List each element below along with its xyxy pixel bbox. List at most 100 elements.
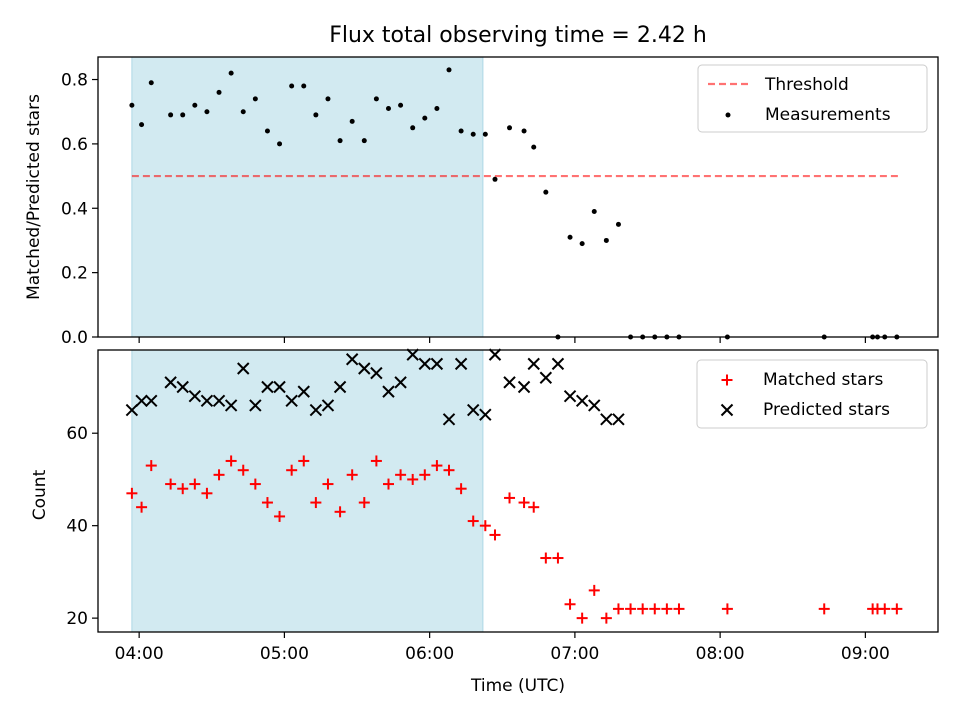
measurement-point [492,176,498,182]
matched-point [637,603,649,615]
matched-point [649,603,661,615]
matched-point [576,612,588,624]
matched-point [358,497,370,509]
matched-point [201,487,213,499]
predicted-point [285,394,298,408]
matched-point [504,492,516,504]
matched-point [346,469,358,481]
predicted-point [612,413,625,426]
measurement-point [615,221,621,227]
measurement-point [361,138,367,144]
matched-point [625,603,637,615]
measurement-point [228,70,234,76]
measurement-point [349,118,355,124]
predicted-point [249,399,262,412]
matched-point [431,460,443,472]
matched-point [213,469,225,481]
measurement-point [507,125,513,131]
measurement-point [543,189,549,195]
predicted-point [454,357,468,371]
measurement-point [373,96,379,102]
matched-point [612,603,624,615]
legend-matched-label: Matched stars [763,370,883,390]
predicted-point-b [261,380,274,394]
measurement-point [521,128,527,134]
x-tick-label: 04:00 [115,644,164,664]
matched-point [298,455,310,467]
measurement-point [204,109,210,115]
matched-point [249,478,261,490]
predicted-point [370,366,383,380]
legend-matched-swatch [721,374,733,386]
matched-point [225,455,237,467]
y-tick-label: 60 [66,424,88,444]
predicted-point-b [345,353,359,366]
predicted-point [297,385,310,398]
predicted-point [588,399,601,412]
x-tick-label: 08:00 [696,644,745,664]
matched-point [334,506,346,518]
matched-point [322,478,334,490]
predicted-point [467,403,480,417]
predicted-point [503,376,516,389]
matched-point [879,603,891,615]
x-tick-label: 05:00 [260,644,309,664]
predicted-point [382,385,395,398]
predicted-point [345,353,359,366]
measurement-point [277,141,283,147]
measurement-point [148,80,154,86]
measurement-point [180,112,186,118]
predicted-point-b [297,385,310,398]
x-axis-label: Time (UTC) [470,676,565,696]
matched-point [467,515,479,527]
measurement-point [422,115,428,121]
matched-point [370,455,382,467]
matched-point [274,510,286,522]
predicted-point [394,376,407,389]
measurement-point [325,96,331,102]
predicted-point [488,348,502,361]
predicted-point-b [563,390,577,403]
predicted-point [563,390,577,403]
legend-predicted-swatch [720,403,734,417]
top-axes-frame [97,56,939,338]
predicted-point-b [188,390,202,403]
measurement-point [337,138,343,144]
y-tick-label: 0.8 [61,71,88,91]
predicted-point [551,357,565,371]
predicted-point-b [285,394,298,408]
matched-point [564,598,576,610]
predicted-point-b [212,394,226,408]
predicted-point [575,394,589,408]
predicted-point-b [551,357,565,371]
measurement-point [240,109,246,115]
measurement-point [446,67,452,73]
predicted-point [479,408,492,421]
predicted-point-b [358,362,371,375]
matched-point [479,520,491,532]
matched-point [395,469,407,481]
measurement-point [289,83,295,89]
predicted-point [600,413,613,426]
matched-point [382,478,394,490]
measurement-point [252,96,258,102]
predicted-point-b [333,380,347,394]
matched-point [126,487,138,499]
matched-point [489,529,501,541]
predicted-point [527,357,540,371]
predicted-point-b [612,413,625,426]
predicted-point-b [382,385,395,398]
matched-point [419,469,431,481]
matched-point [237,464,249,476]
top-y-axis-label: Matched/Predicted stars [24,94,44,300]
measurement-point [139,122,145,128]
predicted-point-b [321,399,335,412]
y-tick-label: 0.2 [61,264,88,284]
predicted-point [273,380,286,394]
predicted-point-b [249,399,262,412]
legend-predicted-swatch-b [720,403,734,417]
predicted-point-b [527,357,540,371]
predicted-point [358,362,371,375]
predicted-point-b [176,380,189,394]
